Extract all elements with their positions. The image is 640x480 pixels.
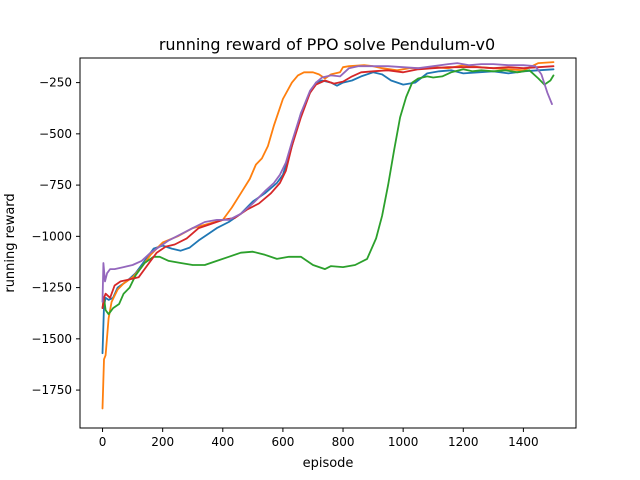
plot-area-frame — [79, 57, 577, 429]
x-tick-label: 400 — [211, 435, 234, 449]
y-tick-label: −500 — [39, 127, 72, 141]
y-tick-label: −250 — [39, 76, 72, 90]
y-axis-ticks: −250 −500 −750 −1000 −1250 −1500 −1750 — [31, 76, 80, 397]
x-tick-label: 1000 — [388, 435, 419, 449]
x-tick-label: 600 — [271, 435, 294, 449]
y-tick-label: −1000 — [31, 229, 72, 243]
x-tick-label: 1400 — [508, 435, 539, 449]
series-line-4 — [101, 65, 555, 309]
y-tick-label: −1250 — [31, 281, 72, 295]
series-line-5 — [101, 62, 553, 303]
y-axis-label: running reward — [3, 193, 18, 292]
x-axis-label: episode — [303, 456, 354, 471]
chart-title: running reward of PPO solve Pendulum-v0 — [159, 35, 495, 54]
x-tick-label: 1200 — [448, 435, 479, 449]
y-tick-label: −750 — [39, 178, 72, 192]
x-tick-label: 200 — [151, 435, 174, 449]
y-tick-label: −1750 — [31, 383, 72, 397]
x-axis-ticks: 0 200 400 600 800 1000 1200 1400 — [99, 428, 539, 449]
x-tick-label: 0 — [99, 435, 107, 449]
y-tick-label: −1500 — [31, 332, 72, 346]
series-line-3 — [101, 68, 555, 316]
x-tick-label: 800 — [332, 435, 355, 449]
series-layer — [101, 61, 555, 410]
